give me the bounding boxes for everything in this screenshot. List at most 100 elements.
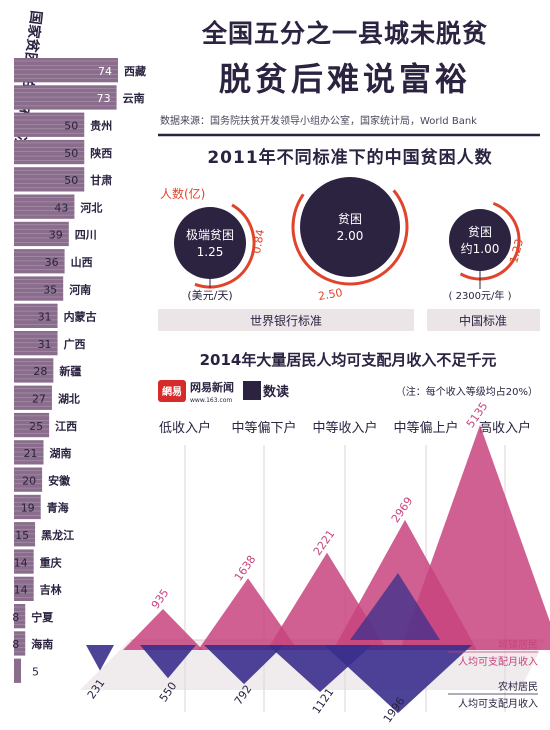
bar-value-label: 50 (64, 120, 78, 133)
income-note: （注：每个收入等级均占20%） (396, 385, 538, 398)
rural-triangle (86, 645, 114, 671)
bar-value-label: 15 (15, 529, 29, 542)
bar-category-label: 四川 (75, 229, 97, 242)
bar (14, 167, 85, 192)
bar-category-label: 黑龙江 (41, 528, 74, 542)
ring-arc (459, 201, 521, 281)
ring-value-label: 1.23 (507, 238, 526, 265)
bar-category-label: 内蒙古 (64, 310, 97, 324)
bar-category-label: 江西 (55, 419, 77, 433)
bar-category-label: 西藏 (124, 64, 146, 78)
bar-category-label: 海南 (31, 637, 53, 651)
ring-arc (291, 189, 409, 286)
bubble-name: 贫困 (468, 224, 492, 239)
page-subtitle: 脱贫后难说富裕 (219, 60, 471, 98)
bar-category-label: 青海 (47, 501, 69, 515)
bar (14, 221, 69, 247)
ring-value-label: 0.84 (250, 228, 267, 254)
bar (14, 194, 75, 219)
bar-value-label: 74 (98, 65, 112, 78)
bar-value-label: 39 (49, 229, 63, 242)
bar-value-label: 14 (14, 584, 28, 597)
bubble-circle (449, 209, 511, 271)
bubble-value: 约1.00 (461, 241, 500, 256)
bar (14, 139, 85, 165)
bar (14, 112, 85, 137)
rural-triangle (140, 645, 196, 679)
legend-rural-line1: 农村居民 (498, 680, 538, 693)
bar-category-label: 重庆 (40, 555, 62, 569)
legend-urban-line2: 人均可支配月收入 (458, 655, 538, 668)
bar (14, 494, 41, 520)
urban-value-label: 2969 (389, 495, 416, 525)
legend-urban-line1: 城镇居民 (498, 638, 538, 651)
bar-category-label: 山西 (71, 255, 93, 269)
source-text: 数据来源：国务院扶贫开发领导小组办公室，国家统计局，World Bank (160, 114, 477, 127)
logo-mark-icon (158, 380, 186, 402)
bar-category-label: 湖北 (58, 392, 80, 406)
bar (14, 467, 43, 492)
rural-value-label: 1121 (310, 686, 337, 716)
urban-triangle (123, 609, 203, 650)
bar (14, 522, 36, 547)
bar (14, 658, 22, 683)
urban-triangle (400, 425, 550, 650)
bar-value-label: 20 (22, 474, 36, 487)
ring-value-label: 2.50 (317, 286, 343, 303)
bar (14, 549, 34, 574)
bar-category-label: 河南 (69, 282, 91, 296)
bubble-value: 2.00 (337, 229, 364, 243)
income-chart-title: 2014年大量居民人均可支配月收入不足千元 (200, 351, 497, 369)
legend-rural-line2: 人均可支配月收入 (458, 697, 538, 710)
page-title: 全国五分之一县城未脱贫 (201, 19, 488, 48)
bar-category-label: 广西 (64, 337, 86, 351)
logo-brand: 网易新闻 (190, 380, 234, 394)
bar-value-label: 43 (54, 201, 68, 214)
urban-value-label: 2221 (311, 527, 338, 557)
logo-tag: 数读 (263, 384, 289, 400)
bar (14, 276, 64, 301)
bar-value-label: 73 (97, 92, 111, 105)
bar-value-label: 28 (33, 365, 47, 378)
bar-category-label: 湖南 (50, 446, 72, 460)
bar-category-label: 宁夏 (31, 610, 54, 624)
group-band (158, 309, 414, 331)
bar-value-label: 14 (14, 556, 28, 569)
rural-triangle (204, 645, 284, 685)
urban-triangle (198, 578, 298, 650)
bar-value-label: 50 (64, 147, 78, 160)
logo-mark-text: 網易 (162, 385, 182, 398)
bar (14, 303, 58, 328)
bar-category-label: 陕西 (90, 146, 112, 160)
bar-value-label: 25 (29, 420, 43, 433)
bar (14, 440, 44, 465)
urban-value-label: 1638 (232, 553, 259, 583)
bar-value-label: 50 (64, 174, 78, 187)
bar-series: 74 西藏 73 云南 50 贵州 50 陕西 50 甘肃 43 河北 39 四川 36 山西 35 河南 31 内蒙… (12, 58, 146, 683)
bar-category-label: 吉林 (40, 583, 62, 597)
bubble-name: 贫困 (338, 211, 362, 226)
rural-overlay (350, 573, 440, 640)
bubble-circle (174, 207, 246, 279)
bar (14, 385, 52, 410)
bar-category-label: 甘肃 (90, 173, 112, 187)
bar-value-label: 31 (38, 338, 52, 351)
income-category-label: 高收入户 (479, 420, 531, 436)
income-category-label: 中等收入户 (312, 420, 377, 436)
bar-value-label: 35 (43, 283, 57, 296)
bubble-unit-label: 人数(亿) (160, 186, 205, 201)
income-category-label: 中等偏上户 (393, 420, 458, 436)
rural-series: 231 550 792 1121 1996 (85, 573, 472, 725)
group-label: 世界银行标准 (250, 314, 322, 328)
bar-category-label: 云南 (123, 91, 145, 105)
bubble-note: ( 2300元/年 ) (449, 289, 512, 302)
bubble-chart-title: 2011年不同标准下的中国贫困人数 (207, 147, 492, 168)
bar-category-label: 新疆 (59, 364, 81, 378)
data-read-icon (243, 381, 261, 400)
bar-value-label: 19 (21, 502, 35, 515)
group-band (427, 309, 540, 331)
group-label: 中国标准 (459, 313, 507, 328)
